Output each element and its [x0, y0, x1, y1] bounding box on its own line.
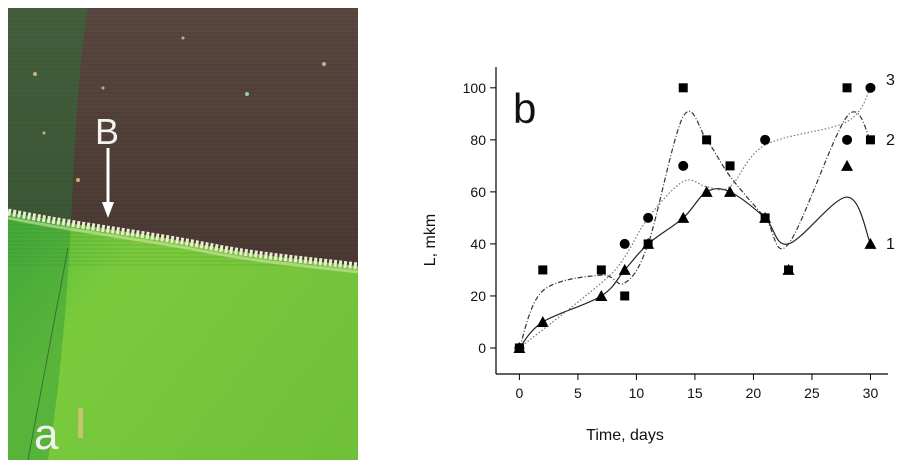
- arrow-head: [102, 202, 114, 218]
- series-2-label: 2: [886, 132, 895, 149]
- series-2-point: [678, 83, 688, 93]
- y-tick-label: 0: [478, 340, 486, 356]
- boundary-line: [8, 208, 358, 270]
- x-tick-label: 25: [804, 385, 820, 401]
- y-tick-label: 40: [470, 236, 486, 252]
- x-tick-label: 20: [746, 385, 762, 401]
- x-tick-label: 15: [687, 385, 703, 401]
- photo-label-a: a: [34, 410, 59, 459]
- series-1-point: [700, 185, 713, 197]
- series-2-point: [842, 83, 852, 93]
- y-tick-label: 60: [470, 184, 486, 200]
- series-2-point: [620, 291, 630, 301]
- series-2-curve: [518, 110, 871, 349]
- series-2-point: [702, 135, 712, 145]
- series-1-point: [618, 263, 631, 275]
- chart-plot: 0 5 10 15 20 25 30 0 20 40 60 80 100 1 2 3: [463, 67, 895, 401]
- series-1-curve: [518, 188, 871, 349]
- y-tick-label: 80: [470, 132, 486, 148]
- x-axis-title: Time, days: [586, 427, 664, 444]
- series-3-label: 3: [886, 72, 895, 89]
- series-3-point: [643, 212, 654, 223]
- series-1-label: 1: [886, 236, 895, 253]
- series-3-point: [514, 342, 525, 353]
- y-tick-label: 100: [463, 80, 487, 96]
- series-3-curve: [519, 87, 871, 349]
- series-2-point: [596, 265, 606, 275]
- series-2-point: [760, 213, 770, 223]
- micrograph-image: [8, 8, 358, 460]
- x-tick-label: 10: [629, 385, 645, 401]
- series-3-point: [865, 82, 876, 93]
- series-1-point: [595, 289, 608, 301]
- series-3-point: [619, 238, 630, 249]
- series-1-point: [724, 185, 737, 197]
- series-1-point: [841, 159, 854, 171]
- photo-label-B: B: [95, 111, 120, 152]
- series-2-point: [725, 161, 735, 171]
- series-1-point: [677, 211, 690, 223]
- x-tick-label: 0: [516, 385, 524, 401]
- y-axis-title: L, mkm: [422, 213, 439, 267]
- series-2-point: [643, 239, 653, 249]
- series-2-point: [865, 135, 875, 145]
- series-1-point: [536, 315, 549, 327]
- y-tick-label: 20: [470, 288, 486, 304]
- x-tick-label: 30: [863, 385, 879, 401]
- panel-label-b: b: [513, 85, 537, 132]
- series-3-point: [760, 134, 771, 145]
- series-1-point: [864, 237, 877, 249]
- micrograph-photo: B a: [8, 8, 358, 460]
- series-2-point: [538, 265, 548, 275]
- chart-panel: 0 5 10 15 20 25 30 0 20 40 60 80 100 1 2 3 b Time, days…: [400, 55, 897, 468]
- series-3-point: [842, 134, 853, 145]
- series-3-point: [678, 160, 689, 171]
- series-2-point: [784, 265, 794, 275]
- x-tick-label: 5: [574, 385, 582, 401]
